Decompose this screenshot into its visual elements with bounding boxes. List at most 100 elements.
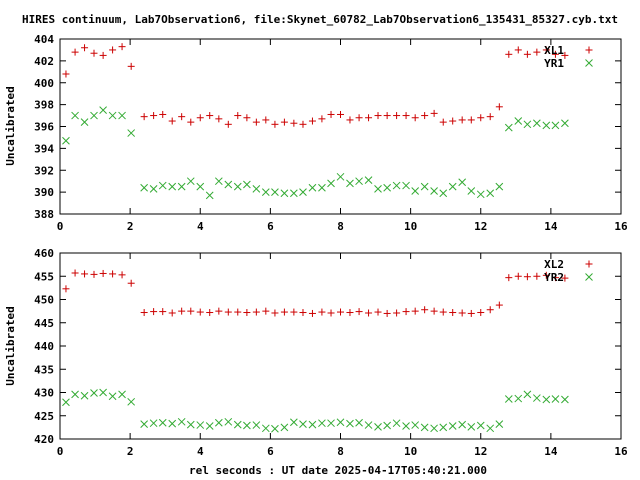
plot-bottom-y-axis-label: Uncalibrated <box>4 306 17 385</box>
plot-bottom-points <box>62 269 569 433</box>
data-point-yr1 <box>523 120 532 129</box>
y-tick-label: 430 <box>34 387 54 400</box>
data-point-xl2 <box>150 308 158 316</box>
data-point-xl2 <box>374 308 382 316</box>
y-tick-label: 460 <box>34 247 54 260</box>
data-point-xl2 <box>280 308 288 316</box>
data-point-xl1 <box>290 119 298 127</box>
data-point-yr2 <box>71 390 79 399</box>
data-point-xl2 <box>383 309 391 317</box>
data-point-xl1 <box>495 103 503 111</box>
data-point-xl2 <box>514 272 522 280</box>
data-point-xl1 <box>178 113 186 121</box>
data-point-xl2 <box>178 307 186 315</box>
data-point-xl2 <box>168 309 176 317</box>
data-point-yr1 <box>327 179 335 188</box>
data-point-yr1 <box>177 182 186 191</box>
data-point-yr1 <box>458 178 467 187</box>
data-point-yr2 <box>308 420 317 429</box>
x-tick-label: 16 <box>614 445 628 458</box>
data-point-xl1 <box>411 114 419 122</box>
data-point-xl2 <box>118 271 126 279</box>
data-point-yr1 <box>532 119 541 128</box>
data-point-xl2 <box>355 308 363 316</box>
data-point-yr1 <box>108 111 117 120</box>
data-point-xl1 <box>280 118 288 126</box>
data-point-yr2 <box>467 423 476 431</box>
data-point-yr2 <box>271 424 279 433</box>
data-point-yr2 <box>224 417 233 426</box>
plot-top-y-axis-label: Uncalibrated <box>4 86 17 165</box>
data-point-yr2 <box>318 419 326 428</box>
data-point-yr2 <box>346 419 354 428</box>
data-point-xl2 <box>421 306 429 314</box>
y-tick-label: 392 <box>34 164 54 177</box>
legend-marker-xl1 <box>585 46 593 54</box>
data-point-yr1 <box>140 183 149 192</box>
data-point-yr2 <box>149 419 158 428</box>
data-point-yr1 <box>374 184 382 193</box>
data-point-xl2 <box>90 270 98 278</box>
data-point-xl1 <box>486 113 494 121</box>
data-point-yr2 <box>551 395 560 403</box>
x-tick-label: 2 <box>127 220 134 233</box>
data-point-yr2 <box>402 422 410 430</box>
data-point-yr1 <box>439 189 448 198</box>
data-point-yr2 <box>168 419 177 428</box>
data-point-yr1 <box>383 183 391 192</box>
data-point-yr1 <box>318 183 326 192</box>
data-point-yr2 <box>504 395 513 403</box>
y-tick-label: 450 <box>34 294 54 307</box>
y-tick-label: 390 <box>34 186 54 199</box>
data-point-xl1 <box>523 50 531 58</box>
data-point-xl2 <box>477 309 485 317</box>
data-point-xl2 <box>81 270 89 278</box>
data-point-xl1 <box>514 46 522 54</box>
legend-label: YR1 <box>544 57 564 70</box>
plot-bottom-x-axis: 0 2 4 6 8 10 12 14 16 <box>57 253 628 458</box>
data-point-yr1 <box>99 106 107 114</box>
data-point-xl2 <box>346 309 354 317</box>
data-point-xl2 <box>467 309 475 317</box>
data-point-xl1 <box>430 109 438 117</box>
y-tick-label: 400 <box>34 77 54 90</box>
data-point-xl2 <box>327 309 335 317</box>
data-point-yr1 <box>127 129 136 137</box>
data-point-yr2 <box>439 423 448 432</box>
data-point-xl1 <box>402 112 410 120</box>
data-point-xl2 <box>252 308 260 316</box>
data-point-yr1 <box>252 184 261 193</box>
data-point-yr2 <box>514 394 523 403</box>
data-point-yr1 <box>186 177 195 186</box>
data-point-xl1 <box>159 110 167 118</box>
data-point-yr2 <box>62 398 70 407</box>
y-tick-label: 435 <box>34 363 54 376</box>
data-point-yr1 <box>542 121 551 130</box>
plot-top: 388 390 392 394 396 398 400 402 404 0 2 4 6 8 10 12 14 1… <box>4 33 628 233</box>
data-point-xl1 <box>215 115 223 123</box>
x-tick-label: 4 <box>197 220 204 233</box>
data-point-xl1 <box>118 43 126 51</box>
data-point-xl2 <box>523 273 531 281</box>
data-point-yr1 <box>80 118 89 126</box>
data-point-yr2 <box>561 395 569 404</box>
data-point-xl1 <box>243 114 251 122</box>
data-point-xl1 <box>365 114 373 122</box>
data-point-yr2 <box>476 421 485 430</box>
data-point-yr2 <box>127 397 136 406</box>
data-point-yr2 <box>523 390 532 399</box>
data-point-yr2 <box>336 418 345 427</box>
data-point-xl1 <box>327 110 335 118</box>
data-point-yr1 <box>467 187 476 195</box>
y-tick-label: 420 <box>34 433 54 446</box>
data-point-xl2 <box>411 307 419 315</box>
plot-top-y-axis: 388 390 392 394 396 398 400 402 404 <box>34 33 621 221</box>
data-point-xl1 <box>467 116 475 124</box>
data-point-xl1 <box>383 112 391 120</box>
data-point-xl2 <box>551 274 559 282</box>
data-point-yr2 <box>420 423 429 432</box>
data-point-xl2 <box>234 308 242 316</box>
x-tick-label: 6 <box>267 220 274 233</box>
